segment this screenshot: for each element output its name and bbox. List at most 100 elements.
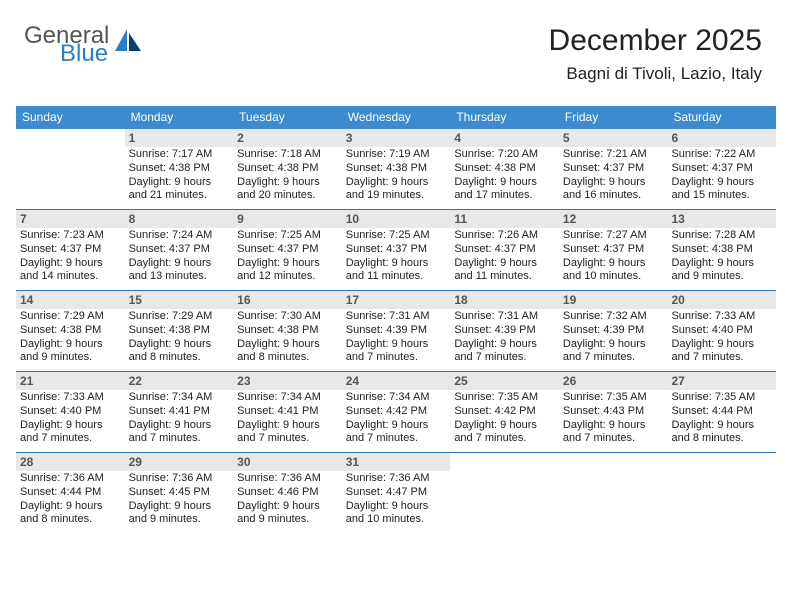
sunset-text: Sunset: 4:45 PM — [129, 486, 230, 500]
header-right: December 2025 Bagni di Tivoli, Lazio, It… — [549, 24, 762, 87]
day-number: 30 — [233, 453, 342, 471]
calendar-day — [667, 453, 776, 533]
daylight-text: Daylight: 9 hours and 8 minutes. — [671, 419, 772, 447]
calendar-day: 24Sunrise: 7:34 AMSunset: 4:42 PMDayligh… — [342, 372, 451, 452]
day-details: Sunrise: 7:31 AMSunset: 4:39 PMDaylight:… — [450, 310, 559, 365]
daylight-text: Daylight: 9 hours and 7 minutes. — [237, 419, 338, 447]
calendar-day: 13Sunrise: 7:28 AMSunset: 4:38 PMDayligh… — [667, 210, 776, 290]
sunset-text: Sunset: 4:37 PM — [563, 243, 664, 257]
sunset-text: Sunset: 4:40 PM — [671, 324, 772, 338]
calendar-week: 14Sunrise: 7:29 AMSunset: 4:38 PMDayligh… — [16, 291, 776, 372]
sunrise-text: Sunrise: 7:33 AM — [20, 391, 121, 405]
calendar-day: 25Sunrise: 7:35 AMSunset: 4:42 PMDayligh… — [450, 372, 559, 452]
calendar-day: 28Sunrise: 7:36 AMSunset: 4:44 PMDayligh… — [16, 453, 125, 533]
calendar-day — [450, 453, 559, 533]
daylight-text: Daylight: 9 hours and 7 minutes. — [20, 419, 121, 447]
sunrise-text: Sunrise: 7:29 AM — [129, 310, 230, 324]
day-details: Sunrise: 7:30 AMSunset: 4:38 PMDaylight:… — [233, 310, 342, 365]
sunset-text: Sunset: 4:42 PM — [454, 405, 555, 419]
sunset-text: Sunset: 4:44 PM — [20, 486, 121, 500]
daylight-text: Daylight: 9 hours and 10 minutes. — [563, 257, 664, 285]
sunset-text: Sunset: 4:37 PM — [237, 243, 338, 257]
calendar-day: 19Sunrise: 7:32 AMSunset: 4:39 PMDayligh… — [559, 291, 668, 371]
day-details: Sunrise: 7:34 AMSunset: 4:41 PMDaylight:… — [233, 391, 342, 446]
sunrise-text: Sunrise: 7:34 AM — [346, 391, 447, 405]
day-number: 31 — [342, 453, 451, 471]
day-details: Sunrise: 7:36 AMSunset: 4:44 PMDaylight:… — [16, 472, 125, 527]
sunset-text: Sunset: 4:38 PM — [20, 324, 121, 338]
calendar-day — [16, 129, 125, 209]
sunrise-text: Sunrise: 7:18 AM — [237, 148, 338, 162]
day-number: 13 — [667, 210, 776, 228]
calendar-day: 27Sunrise: 7:35 AMSunset: 4:44 PMDayligh… — [667, 372, 776, 452]
sunset-text: Sunset: 4:42 PM — [346, 405, 447, 419]
day-number: 7 — [16, 210, 125, 228]
day-details: Sunrise: 7:22 AMSunset: 4:37 PMDaylight:… — [667, 148, 776, 203]
day-number: 29 — [125, 453, 234, 471]
calendar-day: 1Sunrise: 7:17 AMSunset: 4:38 PMDaylight… — [125, 129, 234, 209]
sunset-text: Sunset: 4:38 PM — [671, 243, 772, 257]
daylight-text: Daylight: 9 hours and 13 minutes. — [129, 257, 230, 285]
daylight-text: Daylight: 9 hours and 7 minutes. — [346, 338, 447, 366]
calendar-day: 9Sunrise: 7:25 AMSunset: 4:37 PMDaylight… — [233, 210, 342, 290]
sunrise-text: Sunrise: 7:31 AM — [454, 310, 555, 324]
sunset-text: Sunset: 4:39 PM — [346, 324, 447, 338]
day-number: 4 — [450, 129, 559, 147]
daylight-text: Daylight: 9 hours and 15 minutes. — [671, 176, 772, 204]
sunset-text: Sunset: 4:44 PM — [671, 405, 772, 419]
daylight-text: Daylight: 9 hours and 7 minutes. — [454, 419, 555, 447]
daylight-text: Daylight: 9 hours and 20 minutes. — [237, 176, 338, 204]
sunset-text: Sunset: 4:38 PM — [237, 324, 338, 338]
day-details: Sunrise: 7:21 AMSunset: 4:37 PMDaylight:… — [559, 148, 668, 203]
calendar-header-row: Sunday Monday Tuesday Wednesday Thursday… — [16, 106, 776, 129]
daylight-text: Daylight: 9 hours and 12 minutes. — [237, 257, 338, 285]
daylight-text: Daylight: 9 hours and 11 minutes. — [346, 257, 447, 285]
day-details: Sunrise: 7:36 AMSunset: 4:47 PMDaylight:… — [342, 472, 451, 527]
logo-sail-icon — [113, 27, 143, 60]
daylight-text: Daylight: 9 hours and 16 minutes. — [563, 176, 664, 204]
day-number: 8 — [125, 210, 234, 228]
calendar-week: 21Sunrise: 7:33 AMSunset: 4:40 PMDayligh… — [16, 372, 776, 453]
day-details: Sunrise: 7:31 AMSunset: 4:39 PMDaylight:… — [342, 310, 451, 365]
calendar-day: 23Sunrise: 7:34 AMSunset: 4:41 PMDayligh… — [233, 372, 342, 452]
calendar-day: 16Sunrise: 7:30 AMSunset: 4:38 PMDayligh… — [233, 291, 342, 371]
day-details: Sunrise: 7:18 AMSunset: 4:38 PMDaylight:… — [233, 148, 342, 203]
sunrise-text: Sunrise: 7:36 AM — [346, 472, 447, 486]
daylight-text: Daylight: 9 hours and 9 minutes. — [20, 338, 121, 366]
sunset-text: Sunset: 4:46 PM — [237, 486, 338, 500]
logo-text-blue: Blue — [60, 42, 109, 66]
sunset-text: Sunset: 4:41 PM — [129, 405, 230, 419]
day-details: Sunrise: 7:25 AMSunset: 4:37 PMDaylight:… — [233, 229, 342, 284]
sunset-text: Sunset: 4:38 PM — [346, 162, 447, 176]
day-number: 9 — [233, 210, 342, 228]
day-details: Sunrise: 7:35 AMSunset: 4:42 PMDaylight:… — [450, 391, 559, 446]
sunset-text: Sunset: 4:37 PM — [20, 243, 121, 257]
sunrise-text: Sunrise: 7:21 AM — [563, 148, 664, 162]
day-label: Thursday — [450, 106, 559, 129]
calendar-body: 1Sunrise: 7:17 AMSunset: 4:38 PMDaylight… — [16, 129, 776, 533]
daylight-text: Daylight: 9 hours and 10 minutes. — [346, 500, 447, 528]
day-number: 1 — [125, 129, 234, 147]
daylight-text: Daylight: 9 hours and 9 minutes. — [671, 257, 772, 285]
day-number: 3 — [342, 129, 451, 147]
calendar-day: 5Sunrise: 7:21 AMSunset: 4:37 PMDaylight… — [559, 129, 668, 209]
sunset-text: Sunset: 4:37 PM — [346, 243, 447, 257]
sunset-text: Sunset: 4:39 PM — [454, 324, 555, 338]
day-details: Sunrise: 7:35 AMSunset: 4:44 PMDaylight:… — [667, 391, 776, 446]
daylight-text: Daylight: 9 hours and 7 minutes. — [563, 419, 664, 447]
sunrise-text: Sunrise: 7:34 AM — [237, 391, 338, 405]
day-details: Sunrise: 7:36 AMSunset: 4:45 PMDaylight:… — [125, 472, 234, 527]
day-details: Sunrise: 7:28 AMSunset: 4:38 PMDaylight:… — [667, 229, 776, 284]
sunrise-text: Sunrise: 7:20 AM — [454, 148, 555, 162]
day-number: 22 — [125, 372, 234, 390]
sunrise-text: Sunrise: 7:19 AM — [346, 148, 447, 162]
sunrise-text: Sunrise: 7:34 AM — [129, 391, 230, 405]
sunrise-text: Sunrise: 7:30 AM — [237, 310, 338, 324]
day-details: Sunrise: 7:19 AMSunset: 4:38 PMDaylight:… — [342, 148, 451, 203]
calendar-day: 6Sunrise: 7:22 AMSunset: 4:37 PMDaylight… — [667, 129, 776, 209]
sunrise-text: Sunrise: 7:29 AM — [20, 310, 121, 324]
sunrise-text: Sunrise: 7:22 AM — [671, 148, 772, 162]
day-number: 20 — [667, 291, 776, 309]
day-number: 16 — [233, 291, 342, 309]
sunset-text: Sunset: 4:38 PM — [129, 324, 230, 338]
